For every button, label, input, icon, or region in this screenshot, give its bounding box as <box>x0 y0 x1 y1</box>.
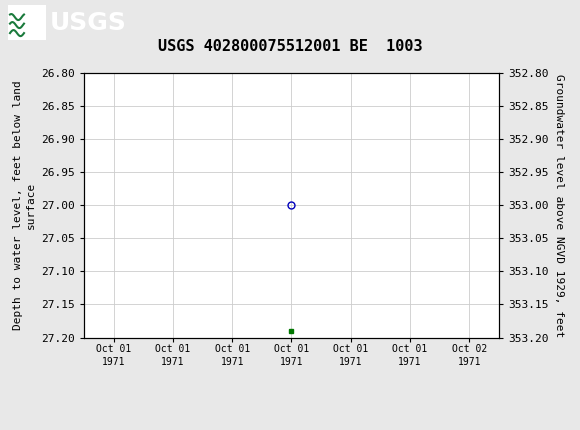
Text: USGS: USGS <box>50 11 127 34</box>
Y-axis label: Groundwater level above NGVD 1929, feet: Groundwater level above NGVD 1929, feet <box>554 74 564 337</box>
Text: USGS 402800075512001 BE  1003: USGS 402800075512001 BE 1003 <box>158 39 422 54</box>
Bar <box>8 5 46 40</box>
Y-axis label: Depth to water level, feet below land
surface: Depth to water level, feet below land su… <box>13 80 36 330</box>
